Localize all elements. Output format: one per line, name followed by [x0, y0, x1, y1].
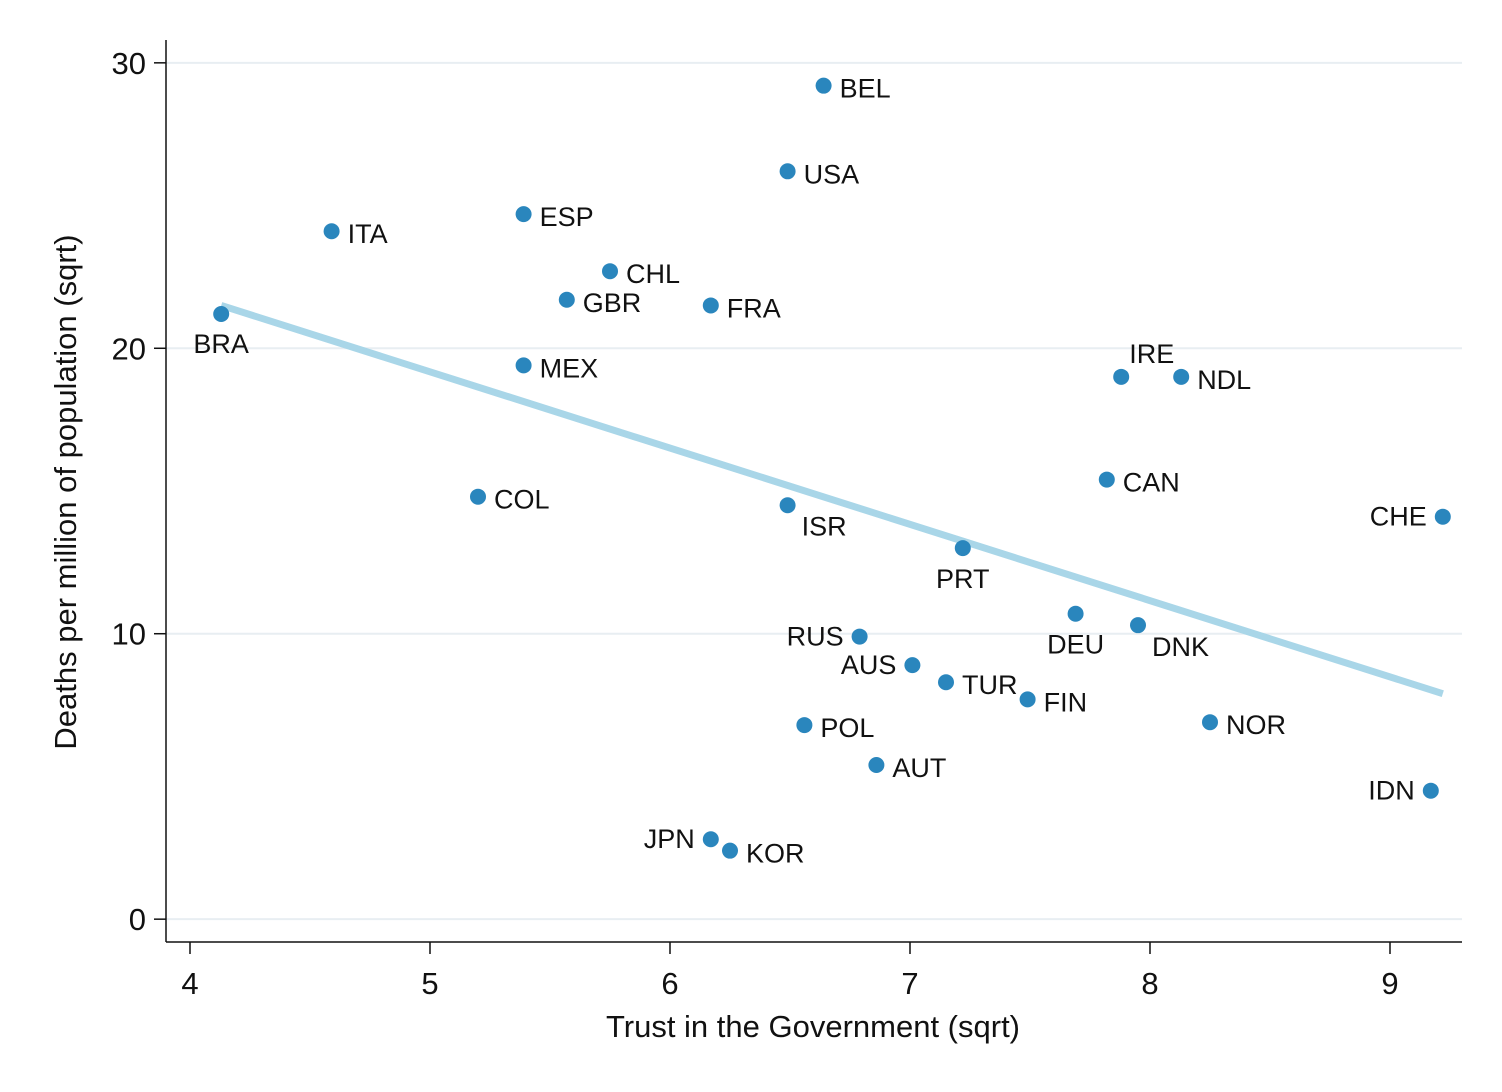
point-kor: [722, 842, 738, 859]
y-tick-label-20: 20: [112, 331, 146, 366]
x-tick-label-7: 7: [901, 966, 918, 1001]
x-tick-label-6: 6: [661, 966, 678, 1001]
x-tick-label-4: 4: [181, 966, 198, 1001]
point-ita: [323, 223, 340, 240]
point-chl: [602, 263, 618, 280]
point-label-rus: RUS: [787, 622, 844, 652]
point-pol: [796, 717, 813, 734]
point-label-chl: CHL: [626, 259, 680, 289]
point-tur: [938, 674, 954, 691]
point-label-can: CAN: [1123, 468, 1180, 498]
point-aut: [868, 757, 885, 774]
point-label-tur: TUR: [962, 670, 1018, 700]
point-aus: [904, 657, 921, 674]
point-nor: [1202, 714, 1218, 731]
point-col: [470, 488, 486, 505]
point-mex: [515, 357, 532, 374]
point-label-nor: NOR: [1226, 710, 1286, 740]
point-label-ndl: NDL: [1197, 365, 1251, 395]
point-label-dnk: DNK: [1152, 632, 1209, 662]
point-label-mex: MEX: [540, 353, 599, 383]
point-label-bel: BEL: [840, 74, 891, 104]
point-dnk: [1130, 617, 1146, 634]
point-label-jpn: JPN: [644, 824, 695, 854]
point-label-deu: DEU: [1047, 630, 1104, 660]
point-prt: [954, 540, 971, 557]
data-points: [213, 77, 1451, 859]
fit-line-layer: [220, 302, 1444, 698]
point-idn: [1422, 782, 1439, 799]
point-label-usa: USA: [804, 159, 860, 189]
point-label-ire: IRE: [1129, 339, 1174, 369]
y-tick-label-30: 30: [112, 46, 146, 81]
y-tick-label-0: 0: [129, 902, 146, 937]
point-isr: [779, 497, 796, 514]
point-gbr: [558, 291, 575, 308]
point-label-esp: ESP: [540, 202, 594, 232]
axes: 0 10 20 30 4 5 6 7 8 9: [112, 40, 1462, 1001]
x-axis-title: Trust in the Government (sqrt): [606, 1009, 1020, 1044]
point-ndl: [1173, 368, 1190, 385]
point-label-kor: KOR: [746, 839, 805, 869]
point-label-isr: ISR: [802, 511, 847, 541]
x-tick-label-9: 9: [1381, 966, 1398, 1001]
point-jpn: [702, 831, 719, 848]
point-can: [1098, 471, 1115, 488]
point-fin: [1019, 691, 1036, 708]
point-label-ita: ITA: [348, 219, 388, 249]
point-label-aut: AUT: [892, 753, 946, 783]
point-deu: [1067, 605, 1084, 622]
point-label-col: COL: [494, 485, 550, 515]
point-rus: [851, 628, 868, 645]
point-usa: [779, 163, 796, 180]
point-label-gbr: GBR: [583, 288, 642, 318]
point-bel: [815, 77, 832, 94]
y-axis-title: Deaths per million of population (sqrt): [48, 234, 83, 749]
point-label-aus: AUS: [841, 650, 897, 680]
point-esp: [515, 206, 532, 223]
point-bra: [213, 306, 230, 323]
point-label-fra: FRA: [727, 293, 781, 323]
point-che: [1434, 508, 1451, 525]
point-label-bra: BRA: [193, 329, 249, 359]
point-label-prt: PRT: [936, 564, 990, 594]
point-label-che: CHE: [1370, 502, 1427, 532]
point-fra: [702, 297, 719, 314]
fit-line: [220, 302, 1444, 698]
point-label-idn: IDN: [1368, 776, 1415, 806]
y-tick-label-10: 10: [112, 617, 146, 652]
point-label-fin: FIN: [1044, 687, 1088, 717]
point-label-pol: POL: [820, 713, 874, 743]
point-ire: [1113, 368, 1130, 385]
x-tick-label-5: 5: [421, 966, 438, 1001]
x-tick-label-8: 8: [1141, 966, 1158, 1001]
